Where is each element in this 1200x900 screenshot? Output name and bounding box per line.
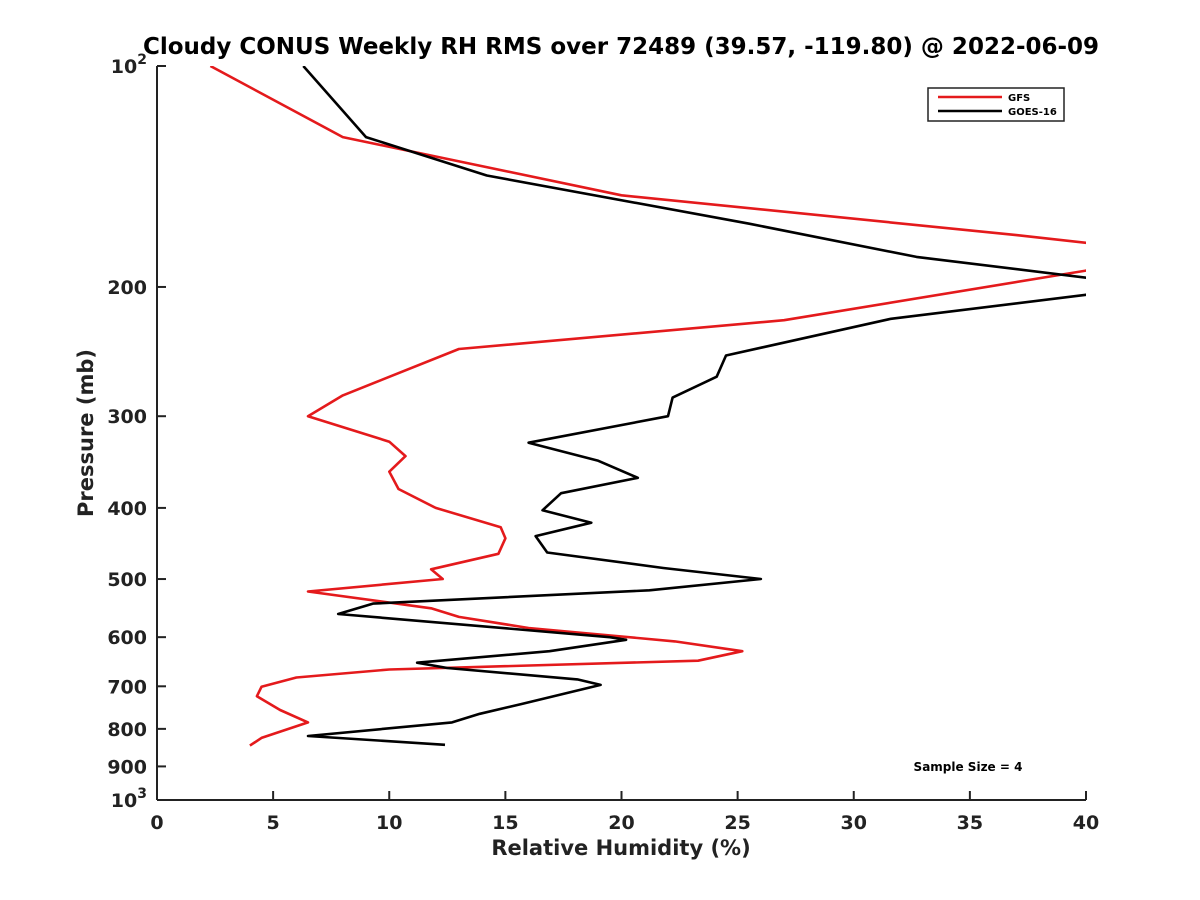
y-tick-label: 103 — [111, 786, 147, 812]
x-tick-label: 25 — [724, 812, 750, 834]
y-axis-label: Pressure (mb) — [74, 349, 98, 517]
x-tick-label: 40 — [1073, 812, 1099, 834]
legend-box — [927, 87, 1065, 122]
plot-area — [157, 66, 1086, 800]
series-line-goes16 — [302, 66, 1086, 747]
series-line-gfs — [209, 66, 1086, 747]
x-axis-label: Relative Humidity (%) — [491, 836, 750, 860]
x-tick-label: 30 — [841, 812, 867, 834]
y-tick-label: 102 — [111, 52, 147, 78]
legend-label-goes16: GOES-16 — [1008, 107, 1057, 118]
y-tick-label: 600 — [107, 627, 147, 649]
y-tick-label: 400 — [107, 498, 147, 520]
chart-title: Cloudy CONUS Weekly RH RMS over 72489 (3… — [143, 34, 1099, 60]
y-tick-label: 200 — [107, 277, 147, 299]
sample-size-annotation: Sample Size = 4 — [914, 760, 1023, 774]
x-tick-label: 10 — [376, 812, 402, 834]
series-layer — [209, 66, 1086, 747]
y-tick-label: 500 — [107, 569, 147, 591]
y-tick-label: 700 — [107, 676, 147, 698]
legend-label-gfs: GFS — [1008, 93, 1030, 104]
x-tick-label: 15 — [492, 812, 518, 834]
x-tick-label: 20 — [608, 812, 634, 834]
axes-layer: 0 5 10 15 20 25 30 35 40 102 200 300 400 500 600 700 800… — [107, 52, 1099, 834]
y-tick-label: 900 — [107, 756, 147, 778]
legend: GFS GOES-16 — [927, 87, 1065, 122]
x-tick-label: 5 — [267, 812, 280, 834]
y-tick-label: 800 — [107, 719, 147, 741]
y-tick-label: 300 — [107, 406, 147, 428]
x-tick-label: 35 — [957, 812, 983, 834]
x-tick-label: 0 — [150, 812, 163, 834]
